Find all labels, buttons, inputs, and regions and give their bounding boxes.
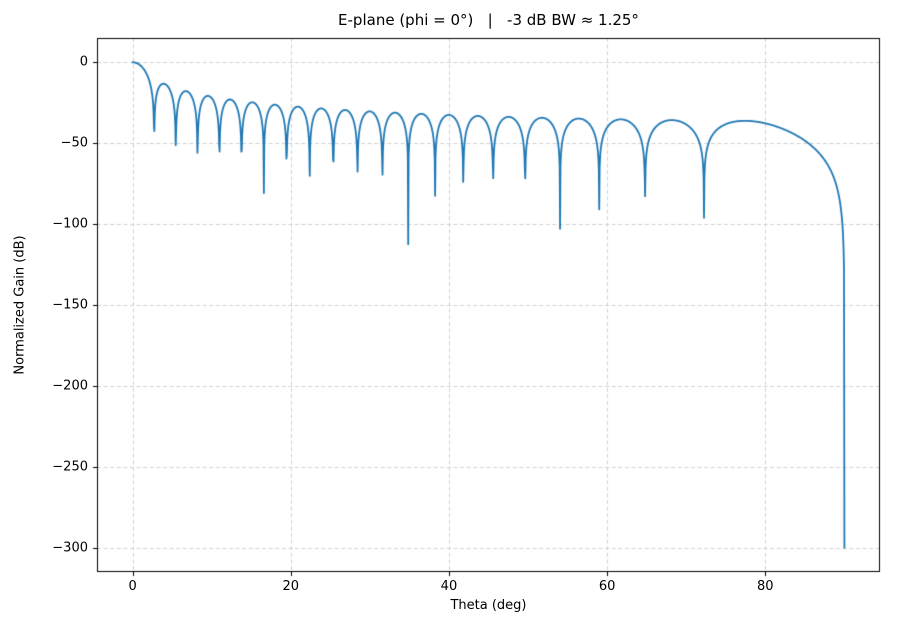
x-tick-label: 80 (757, 579, 774, 594)
y-tick-label: 0 (79, 54, 88, 70)
x-tick-label: 0 (128, 579, 137, 594)
y-tick-label: −50 (60, 135, 88, 151)
x-tick-label: 60 (598, 579, 616, 594)
y-tick-label: −200 (52, 378, 88, 394)
y-tick-label: −300 (52, 540, 88, 556)
y-tick-label: −150 (52, 297, 88, 313)
y-tick-label: −100 (52, 216, 88, 232)
x-tick-label: 40 (440, 579, 458, 594)
y-tick-label: −250 (52, 459, 88, 475)
x-tick-label: 20 (282, 579, 300, 594)
